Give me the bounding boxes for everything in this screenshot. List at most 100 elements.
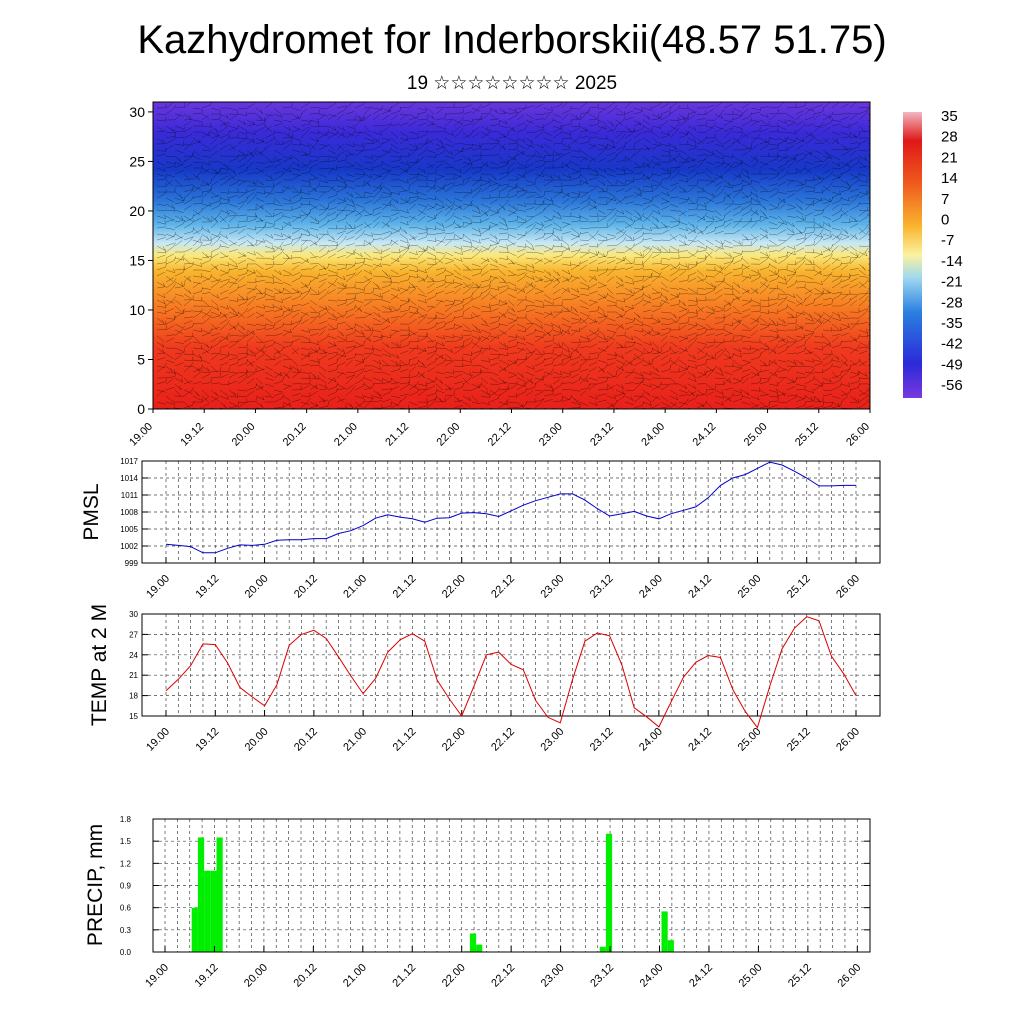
x-tick-label: 25.00 [736, 726, 764, 754]
x-tick-label: 21.00 [341, 573, 369, 601]
colorbar: 35 28 21 14 7 0 -7 -14 -21 -28 -35 -42 -49 -56 [903, 108, 963, 398]
cs-x-tick-label: 23.00 [537, 421, 565, 449]
cs-x-tick-label: 19.00 [127, 421, 155, 449]
x-tick-label: 20.12 [292, 962, 320, 990]
chart-subtitle: 19 ☆☆☆☆☆☆☆☆ 2025 [406, 73, 618, 94]
y-tick-label: 1017 [120, 457, 138, 466]
y-tick-label: 0.0 [120, 948, 132, 957]
precip-bar [599, 946, 606, 952]
x-tick-label: 24.12 [687, 962, 715, 990]
colorbar-label: -42 [941, 336, 963, 353]
cs-x-tick-label: 20.12 [281, 421, 309, 449]
colorbar-label: -14 [941, 253, 963, 270]
x-tick-label: 19.00 [143, 962, 171, 990]
precip-bar [476, 944, 483, 952]
cross-section-field [153, 102, 870, 409]
y-tick-label: 1005 [120, 525, 138, 534]
colorbar-label: -35 [941, 315, 963, 332]
cs-x-tick-label: 21.12 [383, 421, 411, 449]
x-tick-label: 23.12 [588, 726, 616, 754]
temp-panel: 15 18 21 24 27 30 19.00 19.12 20.00 20.12 21.00 21.… [88, 604, 881, 754]
x-tick-label: 25.12 [786, 962, 814, 990]
pmsl-grid [142, 460, 880, 564]
precip-bar [191, 907, 198, 952]
precip-bar [210, 870, 217, 952]
x-tick-label: 23.12 [588, 962, 616, 990]
cs-y-tick-label: 25 [129, 153, 145, 169]
cs-y-tick-label: 5 [137, 351, 145, 367]
precip-bar [204, 870, 211, 952]
x-tick-label: 24.12 [686, 726, 714, 754]
y-tick-label: 27 [129, 630, 138, 639]
colorbar-label: 35 [941, 108, 958, 125]
x-tick-label: 19.00 [144, 726, 172, 754]
cross-section-x-axis: 19.00 19.12 20.00 20.12 21.00 21.12 22.00 22.12… [127, 409, 872, 449]
x-tick-label: 23.00 [538, 726, 566, 754]
cs-x-tick-label: 25.12 [793, 421, 821, 449]
x-tick-label: 21.12 [391, 573, 419, 601]
cs-y-tick-label: 15 [129, 252, 145, 268]
temp-grid [142, 613, 880, 717]
pmsl-panel: 999 1002 1005 1008 1011 1014 1017 19.00 19.12 20.… [80, 457, 881, 601]
y-tick-label: 21 [129, 671, 138, 680]
cross-section-panel: 0 5 10 15 20 25 30 19.00 19.12 20.00 20.12 21.00 21… [127, 101, 872, 449]
cs-y-tick-label: 30 [129, 104, 145, 120]
y-tick-label: 999 [125, 559, 139, 568]
cs-x-tick-label: 21.00 [332, 421, 360, 449]
y-tick-label: 1.2 [120, 859, 132, 868]
colorbar-label: -56 [941, 377, 963, 394]
x-tick-label: 22.12 [489, 726, 517, 754]
cross-section-y-axis: 0 5 10 15 20 25 30 [129, 104, 153, 417]
y-tick-label: 1011 [121, 491, 139, 500]
x-tick-label: 22.00 [440, 573, 468, 601]
x-tick-label: 20.12 [292, 573, 320, 601]
x-tick-label: 25.00 [737, 962, 765, 990]
precip-bar [469, 933, 477, 952]
colorbar-labels: 35 28 21 14 7 0 -7 -14 -21 -28 -35 -42 -49 -56 [941, 108, 963, 394]
cs-x-tick-label: 24.12 [691, 421, 719, 449]
precip-bar [216, 837, 223, 952]
cs-y-tick-label: 0 [137, 401, 145, 417]
cs-y-tick-label: 10 [129, 302, 145, 318]
y-tick-label: 0.3 [120, 926, 132, 935]
cs-x-tick-label: 22.00 [434, 421, 462, 449]
cs-x-tick-label: 24.00 [639, 421, 667, 449]
colorbar-label: 28 [941, 129, 958, 146]
x-tick-label: 22.00 [440, 726, 468, 754]
y-tick-label: 1.8 [120, 815, 132, 824]
x-tick-label: 25.00 [736, 573, 764, 601]
wind-barb-field [156, 102, 870, 409]
colorbar-label: 21 [941, 149, 958, 166]
x-tick-label: 19.12 [193, 726, 221, 754]
x-tick-label: 20.00 [242, 962, 270, 990]
precip-bars [191, 833, 674, 952]
colorbar-label: -49 [941, 356, 963, 373]
y-tick-label: 1014 [120, 474, 138, 483]
precip-grid [153, 818, 870, 953]
y-tick-label: 0.6 [120, 904, 132, 913]
colorbar-ramp [903, 112, 922, 398]
x-tick-label: 23.00 [539, 962, 567, 990]
y-tick-label: 1008 [120, 508, 138, 517]
wind-barbs [156, 102, 870, 409]
temp-series-line [165, 616, 857, 729]
colorbar-label: 0 [941, 212, 949, 229]
x-tick-label: 20.12 [292, 726, 320, 754]
x-tick-label: 20.00 [243, 726, 271, 754]
colorbar-label: 7 [941, 191, 949, 208]
x-tick-label: 23.12 [588, 573, 616, 601]
cs-x-tick-label: 19.12 [178, 421, 206, 449]
x-tick-label: 20.00 [243, 573, 271, 601]
precip-bar [661, 911, 668, 952]
x-tick-label: 21.12 [390, 962, 418, 990]
x-tick-label: 25.12 [785, 726, 813, 754]
x-tick-label: 23.00 [538, 573, 566, 601]
cs-x-tick-label: 22.12 [486, 421, 514, 449]
cs-x-tick-label: 20.00 [230, 421, 258, 449]
x-tick-label: 26.00 [834, 573, 862, 601]
x-tick-label: 24.00 [637, 573, 665, 601]
colorbar-label: 14 [941, 170, 958, 187]
x-tick-label: 24.00 [638, 962, 666, 990]
x-tick-label: 19.12 [193, 962, 221, 990]
